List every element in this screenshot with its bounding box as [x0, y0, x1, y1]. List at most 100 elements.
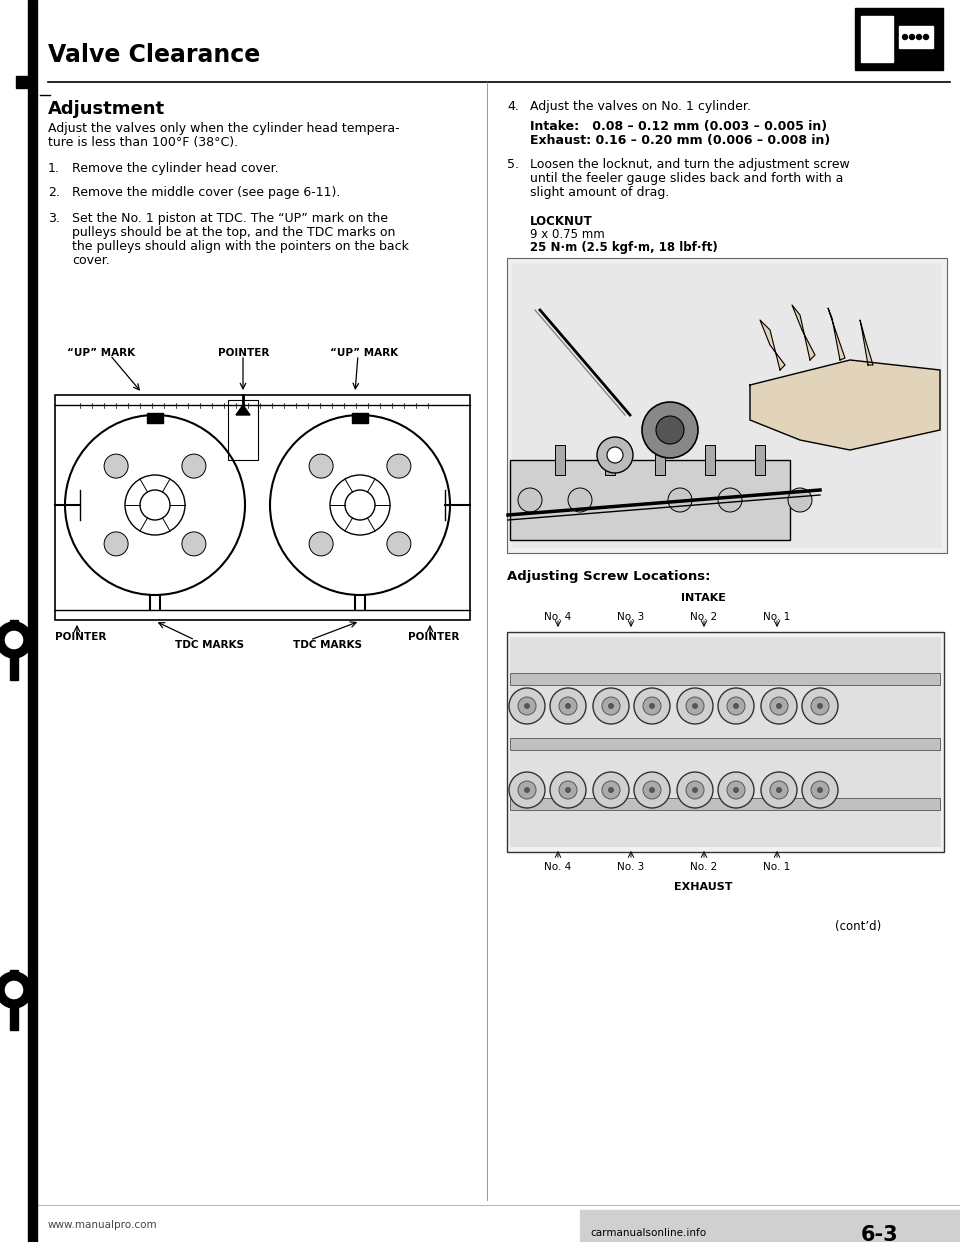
Circle shape	[909, 35, 915, 40]
Circle shape	[924, 35, 928, 40]
Circle shape	[642, 402, 698, 458]
Text: POINTER: POINTER	[55, 632, 107, 642]
Text: Valve Clearance: Valve Clearance	[48, 43, 260, 67]
Circle shape	[0, 972, 32, 1009]
Polygon shape	[860, 320, 873, 365]
Circle shape	[811, 781, 829, 799]
Circle shape	[677, 773, 713, 809]
Circle shape	[4, 980, 24, 1000]
Text: No. 1: No. 1	[763, 862, 791, 872]
Circle shape	[718, 773, 754, 809]
Text: 25 N·m (2.5 kgf·m, 18 lbf·ft): 25 N·m (2.5 kgf·m, 18 lbf·ft)	[530, 241, 718, 255]
Circle shape	[568, 488, 592, 512]
Circle shape	[649, 703, 655, 709]
Circle shape	[686, 781, 704, 799]
Text: Adjust the valves only when the cylinder head tempera-: Adjust the valves only when the cylinder…	[48, 122, 399, 135]
Polygon shape	[760, 320, 785, 370]
Circle shape	[634, 773, 670, 809]
Bar	[10, 970, 18, 1030]
Circle shape	[733, 787, 739, 792]
Text: No. 1: No. 1	[763, 612, 791, 622]
Circle shape	[811, 697, 829, 715]
Circle shape	[634, 688, 670, 724]
Bar	[855, 7, 943, 70]
Text: EXHAUST: EXHAUST	[674, 882, 732, 892]
Text: cover.: cover.	[72, 255, 109, 267]
Circle shape	[668, 488, 692, 512]
Text: “UP” MARK: “UP” MARK	[330, 348, 398, 358]
Text: pulleys should be at the top, and the TDC marks on: pulleys should be at the top, and the TD…	[72, 226, 396, 238]
Circle shape	[518, 488, 542, 512]
Circle shape	[550, 688, 586, 724]
Text: Set the No. 1 piston at TDC. The “UP” mark on the: Set the No. 1 piston at TDC. The “UP” ma…	[72, 212, 388, 225]
Text: POINTER: POINTER	[408, 632, 460, 642]
Text: LOCKNUT: LOCKNUT	[530, 215, 592, 229]
Bar	[755, 445, 765, 474]
Bar	[510, 799, 940, 810]
Text: slight amount of drag.: slight amount of drag.	[530, 186, 669, 199]
Circle shape	[309, 532, 333, 556]
Bar	[28, 0, 37, 1242]
Text: 1.: 1.	[48, 161, 60, 175]
Circle shape	[104, 455, 128, 478]
Circle shape	[602, 781, 620, 799]
Text: Loosen the locknut, and turn the adjustment screw: Loosen the locknut, and turn the adjustm…	[530, 158, 850, 171]
Bar	[228, 400, 258, 460]
Circle shape	[181, 532, 205, 556]
Text: Adjust the valves on No. 1 cylinder.: Adjust the valves on No. 1 cylinder.	[530, 101, 751, 113]
Circle shape	[524, 703, 530, 709]
Text: 2.: 2.	[48, 186, 60, 199]
Circle shape	[761, 688, 797, 724]
Bar	[605, 445, 615, 474]
Circle shape	[181, 455, 205, 478]
Circle shape	[802, 688, 838, 724]
Circle shape	[608, 787, 614, 792]
Circle shape	[602, 697, 620, 715]
Text: until the feeler gauge slides back and forth with a: until the feeler gauge slides back and f…	[530, 171, 844, 185]
Text: 6-3: 6-3	[861, 1225, 899, 1242]
Text: “UP” MARK: “UP” MARK	[67, 348, 135, 358]
Circle shape	[565, 703, 571, 709]
Text: TDC MARKS: TDC MARKS	[293, 640, 362, 650]
Bar	[512, 263, 942, 548]
Circle shape	[677, 688, 713, 724]
Text: Adjustment: Adjustment	[48, 101, 165, 118]
Polygon shape	[236, 405, 250, 415]
Circle shape	[509, 688, 545, 724]
Bar	[655, 445, 665, 474]
Circle shape	[518, 697, 536, 715]
Text: INTAKE: INTAKE	[681, 592, 726, 604]
Text: Intake:   0.08 – 0.12 mm (0.003 – 0.005 in): Intake: 0.08 – 0.12 mm (0.003 – 0.005 in…	[530, 120, 828, 133]
Bar	[352, 414, 368, 424]
Bar	[510, 738, 940, 750]
Circle shape	[550, 773, 586, 809]
Bar	[899, 26, 933, 48]
Bar	[147, 414, 163, 424]
Circle shape	[649, 787, 655, 792]
Bar	[705, 445, 715, 474]
Circle shape	[593, 688, 629, 724]
Circle shape	[607, 447, 623, 463]
Circle shape	[565, 787, 571, 792]
Bar	[510, 673, 940, 686]
Bar	[555, 445, 565, 474]
Text: TDC MARKS: TDC MARKS	[175, 640, 244, 650]
Bar	[10, 620, 18, 681]
Circle shape	[4, 630, 24, 650]
Circle shape	[509, 773, 545, 809]
Circle shape	[802, 773, 838, 809]
Text: carmanualsonline.info: carmanualsonline.info	[590, 1228, 707, 1238]
Circle shape	[902, 35, 907, 40]
Circle shape	[686, 697, 704, 715]
Circle shape	[140, 491, 170, 520]
Bar	[580, 1210, 960, 1242]
Bar	[507, 258, 947, 553]
Text: (cont’d): (cont’d)	[835, 920, 881, 933]
Bar	[55, 395, 470, 620]
Circle shape	[0, 622, 32, 658]
Circle shape	[692, 703, 698, 709]
Circle shape	[559, 781, 577, 799]
Circle shape	[597, 437, 633, 473]
Text: No. 4: No. 4	[544, 612, 571, 622]
Circle shape	[776, 787, 782, 792]
